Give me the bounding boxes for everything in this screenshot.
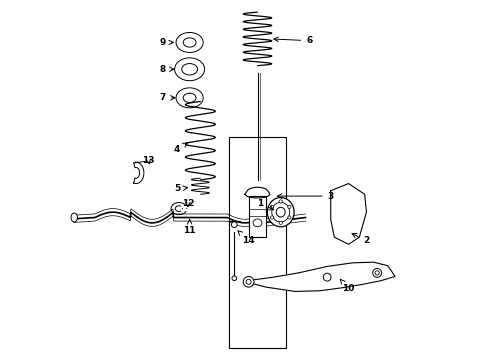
- Text: 11: 11: [183, 220, 196, 234]
- Bar: [229, 137, 286, 348]
- Text: 14: 14: [238, 231, 255, 245]
- Ellipse shape: [253, 219, 262, 227]
- Ellipse shape: [71, 213, 77, 222]
- Ellipse shape: [288, 216, 291, 219]
- Text: 13: 13: [142, 156, 155, 165]
- Text: 3: 3: [277, 192, 334, 201]
- Ellipse shape: [270, 205, 274, 208]
- Polygon shape: [331, 184, 367, 244]
- Text: 2: 2: [352, 234, 369, 245]
- Polygon shape: [245, 187, 270, 198]
- Ellipse shape: [270, 216, 274, 219]
- Ellipse shape: [182, 64, 197, 75]
- Ellipse shape: [246, 279, 251, 284]
- Text: 8: 8: [160, 65, 174, 74]
- Text: 12: 12: [182, 199, 194, 208]
- Ellipse shape: [171, 203, 187, 215]
- Text: 9: 9: [160, 38, 173, 47]
- Ellipse shape: [375, 271, 379, 275]
- Bar: [249, 196, 267, 237]
- Ellipse shape: [276, 207, 285, 217]
- Ellipse shape: [183, 93, 196, 103]
- Text: 6: 6: [274, 36, 313, 45]
- Text: 4: 4: [174, 143, 188, 154]
- Text: 5: 5: [174, 184, 188, 193]
- Ellipse shape: [373, 269, 382, 277]
- Polygon shape: [134, 162, 144, 184]
- Ellipse shape: [279, 221, 282, 225]
- Text: 7: 7: [160, 93, 175, 102]
- Ellipse shape: [232, 276, 237, 280]
- Text: 10: 10: [340, 279, 355, 293]
- Text: 1: 1: [257, 199, 274, 210]
- Ellipse shape: [176, 88, 203, 108]
- Ellipse shape: [231, 222, 237, 228]
- Ellipse shape: [183, 38, 196, 47]
- Ellipse shape: [174, 58, 205, 81]
- Ellipse shape: [176, 32, 203, 53]
- Ellipse shape: [279, 200, 282, 203]
- Ellipse shape: [268, 198, 294, 227]
- Ellipse shape: [272, 202, 290, 222]
- Ellipse shape: [288, 205, 291, 208]
- Ellipse shape: [323, 273, 331, 281]
- Polygon shape: [245, 262, 395, 292]
- Ellipse shape: [175, 206, 182, 211]
- Ellipse shape: [243, 276, 254, 287]
